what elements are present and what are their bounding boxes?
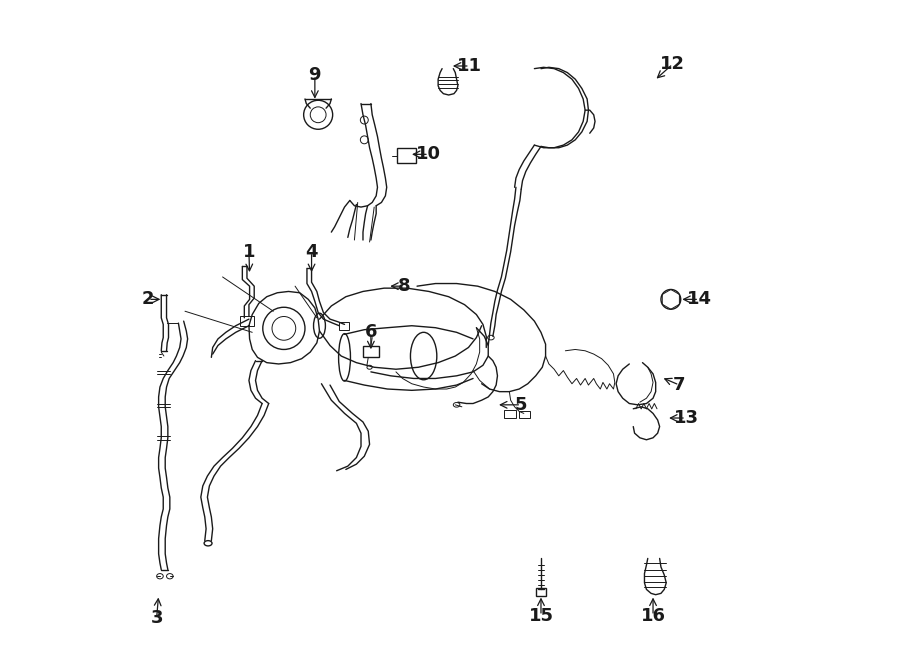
Bar: [240, 316, 254, 326]
Text: 5: 5: [515, 396, 527, 414]
Text: 1: 1: [243, 243, 256, 261]
Text: 9: 9: [309, 66, 321, 84]
Bar: [504, 410, 516, 418]
Bar: [363, 346, 380, 357]
Text: 14: 14: [687, 291, 712, 308]
Bar: [536, 588, 546, 596]
Text: 16: 16: [641, 607, 665, 625]
Bar: [397, 148, 416, 163]
Text: 2: 2: [142, 291, 154, 308]
Bar: [519, 411, 530, 418]
Text: 10: 10: [417, 146, 441, 164]
Text: 13: 13: [673, 409, 698, 427]
Text: 8: 8: [398, 277, 410, 295]
Text: 4: 4: [305, 243, 318, 261]
Bar: [339, 322, 349, 330]
Text: 12: 12: [661, 55, 685, 73]
Text: 11: 11: [457, 57, 482, 75]
Text: 3: 3: [150, 609, 163, 627]
Text: 15: 15: [528, 607, 554, 625]
Text: 7: 7: [673, 376, 686, 394]
Text: 6: 6: [364, 323, 377, 342]
